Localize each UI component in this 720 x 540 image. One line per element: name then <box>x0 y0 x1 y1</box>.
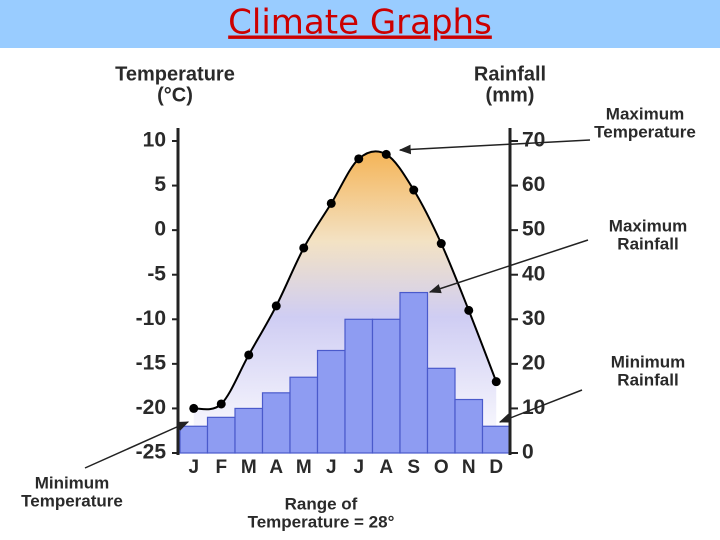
x-tick-label: A <box>379 457 393 478</box>
annotation-arrow <box>84 421 190 469</box>
y2-tick-label: 60 <box>522 173 545 196</box>
y2-tick-label: 20 <box>522 351 545 374</box>
temperature-dot <box>244 350 254 360</box>
y-tick-label: 0 <box>154 218 166 241</box>
temperature-dot <box>271 301 281 311</box>
temperature-dot <box>189 403 199 413</box>
rain-bar <box>426 367 456 454</box>
y2-tick-label: 30 <box>522 307 545 330</box>
y-tick-label: 5 <box>154 173 166 196</box>
label-line: Rainfall <box>617 370 678 389</box>
y-tick-label: -20 <box>136 396 166 419</box>
label-line: Rainfall <box>617 234 678 253</box>
label-line: (mm) <box>486 84 535 106</box>
y2-tick-label: 10 <box>522 396 545 419</box>
x-tick-label: F <box>215 457 227 478</box>
y-tick-label: 10 <box>143 129 166 152</box>
label-line: Range of <box>285 494 358 513</box>
y-tick-label: -15 <box>136 351 167 374</box>
rain-bar <box>206 416 236 454</box>
label-line: Temperature <box>594 122 696 141</box>
temperature-dot <box>464 305 474 315</box>
label-line: Rainfall <box>474 63 546 85</box>
temperature-dot <box>491 377 501 387</box>
temperature-dot <box>409 185 419 195</box>
label-line: Minimum <box>611 352 686 371</box>
x-tick-label: M <box>296 457 312 478</box>
label-line: Temperature <box>115 63 235 85</box>
x-tick-label: N <box>462 457 476 478</box>
temperature-dot <box>216 399 226 409</box>
label-line: Minimum <box>35 473 110 492</box>
rain-bar <box>234 407 264 454</box>
temperature-dot <box>326 198 336 208</box>
x-tick-label: S <box>407 457 420 478</box>
rain-bar <box>454 398 484 454</box>
label-line: Temperature <box>21 491 123 510</box>
header-band <box>0 0 720 48</box>
annotation-arrow <box>398 139 591 155</box>
y2-tick-label: 70 <box>522 129 545 152</box>
temperature-dot <box>381 149 391 159</box>
temperature-dot <box>436 239 446 249</box>
x-tick-label: J <box>326 457 337 478</box>
x-tick-label: O <box>434 457 449 478</box>
annotation-arrow <box>428 239 589 294</box>
rain-bar <box>481 425 511 454</box>
y2-tick-label: 40 <box>522 262 545 285</box>
rain-bar <box>261 392 291 454</box>
annotation-arrow <box>498 389 583 423</box>
rain-bar <box>344 318 374 454</box>
rain-bar <box>179 425 209 454</box>
label-line: (°C) <box>157 84 193 106</box>
y2-tick-label: 0 <box>522 441 534 464</box>
y2-tick-label: 50 <box>522 218 545 241</box>
x-tick-label: A <box>269 457 283 478</box>
y-tick-label: -10 <box>136 307 166 330</box>
x-tick-label: J <box>188 457 199 478</box>
rain-bar <box>371 318 401 454</box>
label-line: Maximum <box>606 104 684 123</box>
temperature-dot <box>354 154 364 164</box>
rain-bar <box>289 376 319 454</box>
y-tick-label: -25 <box>136 441 167 464</box>
temperature-dot <box>299 243 309 253</box>
rain-bar <box>316 349 346 454</box>
x-tick-label: J <box>353 457 364 478</box>
x-tick-label: D <box>489 457 503 478</box>
y-tick-label: -5 <box>147 262 166 285</box>
slide-title: Climate Graphs <box>228 3 492 43</box>
label-line: Maximum <box>609 216 687 235</box>
rain-bar <box>399 291 429 454</box>
x-tick-label: M <box>241 457 257 478</box>
label-line: Temperature = 28° <box>248 512 395 531</box>
